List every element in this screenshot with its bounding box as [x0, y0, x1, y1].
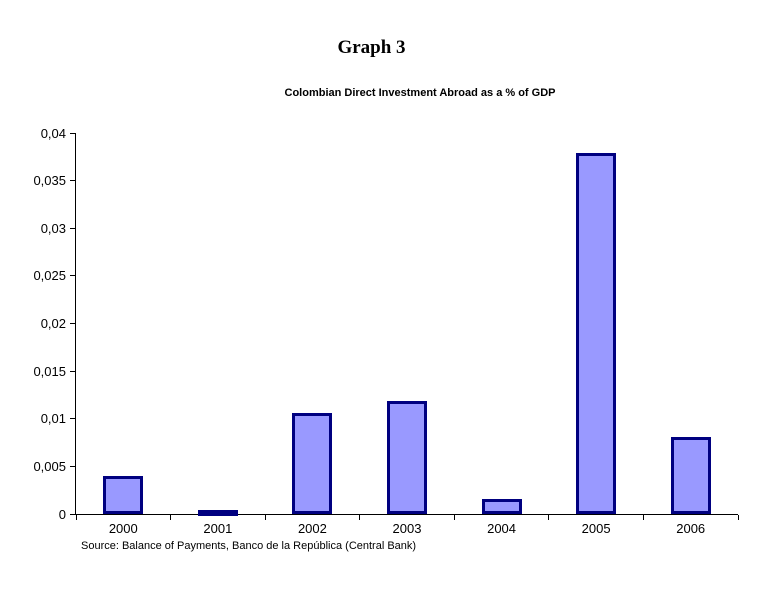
y-tick-label-0,025: 0,025	[33, 268, 66, 284]
y-axis-tick	[70, 180, 75, 182]
chart-title: Graph 3	[337, 37, 406, 58]
y-tick-label-0,035: 0,035	[33, 173, 66, 189]
x-tick-label-2003: 2003	[392, 521, 422, 536]
source-note: Source: Balance of Payments, Banco de la…	[81, 540, 417, 552]
x-axis-tick	[453, 515, 455, 520]
bar-2003	[387, 400, 427, 514]
y-axis-tick	[70, 465, 75, 467]
x-axis-tick	[548, 515, 550, 520]
y-tick-label-0,015: 0,015	[33, 363, 66, 379]
bar-2005	[576, 153, 617, 514]
plot-area: 0 0,005 0,01 0,015 0,02 0,025 0,03 0,035 0,04 200…	[33, 127, 739, 536]
y-axis-tick	[70, 513, 75, 515]
bar-2001	[197, 510, 238, 516]
x-tick-label-2002: 2002	[297, 521, 327, 536]
x-tick-label-2001: 2001	[203, 521, 233, 536]
y-axis-tick	[70, 275, 75, 277]
x-axis-tick	[642, 515, 644, 520]
y-tick-label-0,02: 0,02	[40, 316, 66, 331]
x-axis-tick	[264, 515, 266, 520]
y-axis-tick	[70, 418, 75, 420]
x-axis-tick	[359, 515, 361, 520]
x-axis-tick	[737, 515, 739, 520]
y-tick-label-0,01: 0,01	[40, 411, 66, 427]
y-axis-tick	[70, 227, 75, 229]
y-tick-label-0,005: 0,005	[33, 458, 66, 474]
chart-subtitle: Colombian Direct Investment Abroad as a …	[284, 87, 556, 99]
bar-2002	[292, 413, 333, 514]
y-axis-tick	[70, 323, 75, 324]
bar-2006	[670, 436, 711, 514]
x-tick-label-2006: 2006	[676, 521, 706, 536]
y-axis-tick	[70, 132, 75, 134]
y-tick-label-0: 0	[58, 506, 66, 522]
x-axis-tick	[75, 515, 77, 520]
y-tick-label-0,04: 0,04	[40, 125, 66, 141]
x-axis-tick	[170, 515, 172, 520]
bar-2000	[103, 475, 144, 514]
x-tick-label-2000: 2000	[108, 521, 138, 536]
x-tick-label-2005: 2005	[581, 521, 611, 536]
y-axis-tick	[70, 370, 75, 372]
y-tick-label-0,03: 0,03	[40, 220, 66, 236]
bar-2004	[481, 498, 522, 514]
x-tick-label-2004: 2004	[487, 521, 517, 536]
